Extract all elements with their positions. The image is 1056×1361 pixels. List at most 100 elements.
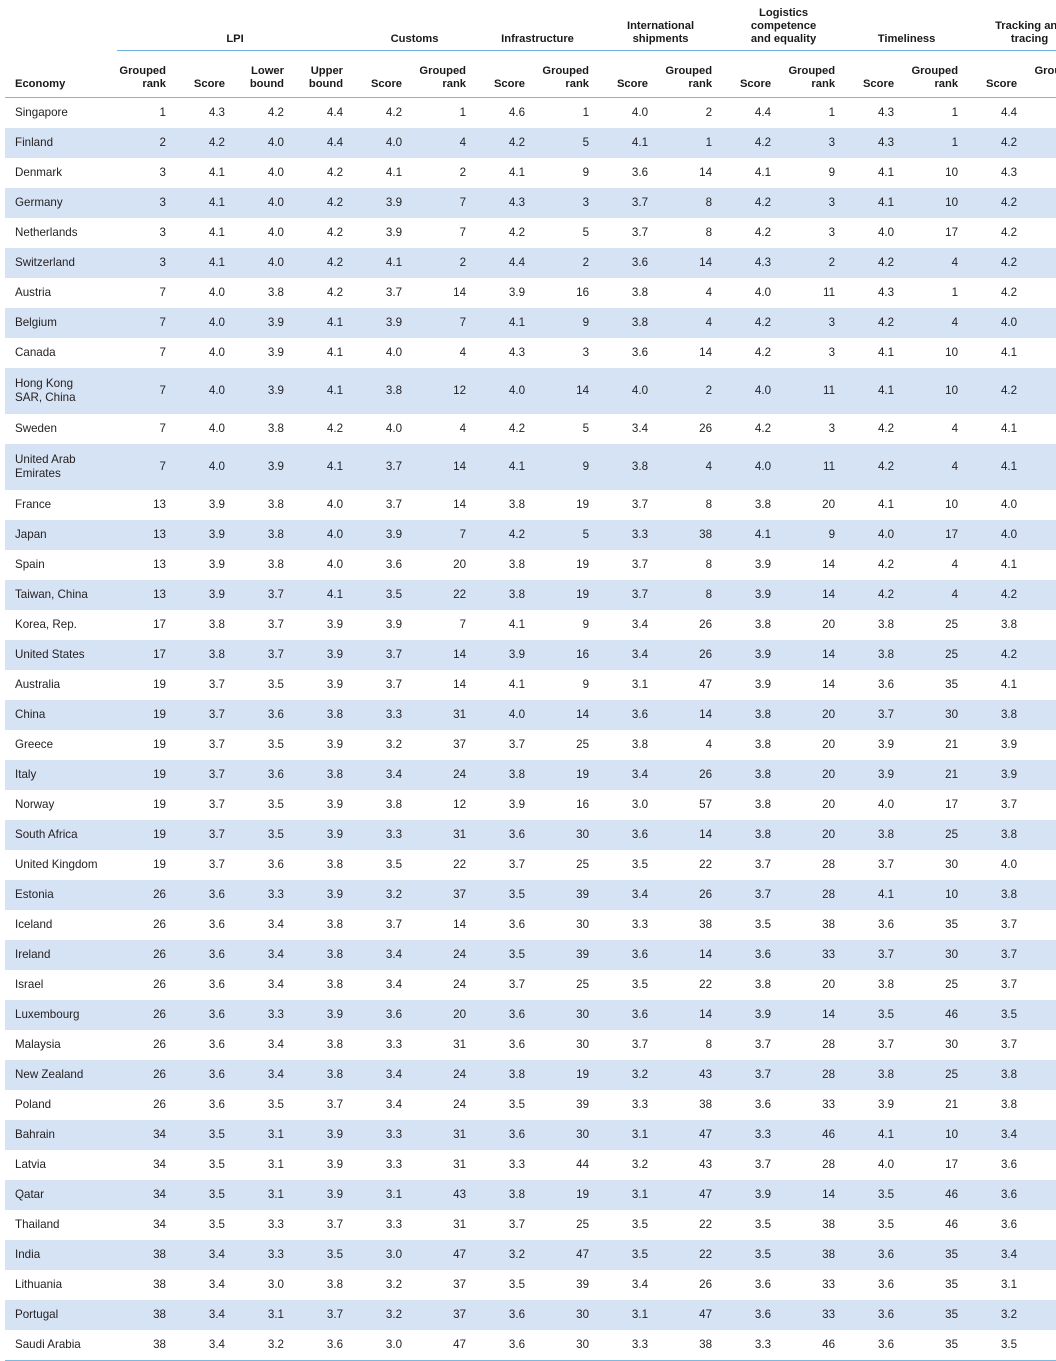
cell-value: 1	[658, 128, 723, 158]
cell-value: 8	[658, 580, 723, 610]
cell-value: 4.1	[294, 368, 354, 414]
cell-value: 43	[658, 1060, 723, 1090]
cell-value: 3.9	[176, 520, 235, 550]
cell-value: 4.2	[722, 308, 782, 338]
cell-value: 26	[153, 978, 166, 991]
cell-value: 4.2	[845, 444, 905, 490]
cell-value: 14	[412, 444, 477, 490]
cell-value: 4.4	[476, 248, 536, 278]
cell-value: 54	[1027, 1300, 1056, 1330]
cell-value: 3.8	[326, 918, 344, 931]
cell-value: 43	[699, 1158, 713, 1171]
cell-value: 4.0	[631, 106, 649, 119]
cell-economy: Canada	[5, 338, 117, 368]
cell-value: 3.1	[631, 678, 649, 691]
cell-value: 14	[658, 940, 723, 970]
cell-value: 3.3	[353, 820, 413, 850]
cell-value: 19	[117, 760, 176, 790]
cell-value: 3.9	[208, 558, 225, 571]
economy-name-line: Spain	[15, 558, 45, 571]
cell-value: 3.7	[508, 978, 526, 991]
cell-value: 3.7	[508, 738, 526, 751]
cell-value: 30	[535, 1000, 600, 1030]
cell-value: 3.5	[508, 1278, 526, 1291]
cell-value: 14	[822, 558, 836, 571]
table-row: Canada 7 4.0 3.9 4.1 4.0 4 4.3 3 3.6 14 4.2 3 4.1 10 4.…	[5, 338, 1056, 368]
cell-value: 3.8	[267, 422, 284, 435]
cell-value: 4.0	[722, 444, 782, 490]
cell-value: 10	[904, 188, 969, 218]
table-row: Greece 19 3.7 3.5 3.9 3.2 37 3.7 25 3.8 4 3.8 20 3.9 2…	[5, 730, 1056, 760]
cell-value: 3.6	[235, 760, 294, 790]
cell-value: 3.9	[294, 880, 354, 910]
group-header-logistics-competence: Logistics competence and equality	[722, 0, 846, 51]
cell-value: 4.0	[385, 346, 403, 359]
cell-value: 3.8	[326, 978, 344, 991]
cell-value: 30	[535, 1300, 600, 1330]
cell-value: 16	[576, 798, 590, 811]
cell-value: 3.9	[968, 760, 1028, 790]
column-header-infrastructure-grouped-rank-line1: Grouped	[542, 65, 590, 77]
column-header-logistics-competence-grouped-rank: Grouped rank	[781, 50, 846, 98]
cell-value: 3.4	[631, 1278, 649, 1291]
cell-value: 4.0	[722, 368, 782, 414]
cell-value: 3.5	[176, 1120, 235, 1150]
cell-value: 3.4	[968, 1240, 1028, 1270]
cell-value: 3.6	[631, 346, 649, 359]
cell-value: 3.7	[385, 498, 403, 511]
cell-value: 3.0	[353, 1240, 413, 1270]
cell-value: 5	[535, 128, 600, 158]
table-row: Norway 19 3.7 3.5 3.9 3.8 12 3.9 16 3.0 57 3.8 20 4.0…	[5, 790, 1056, 820]
cell-value: 20	[1027, 760, 1056, 790]
cell-value: 14	[781, 640, 846, 670]
cell-value: 4	[904, 444, 969, 490]
cell-value: 17	[117, 640, 176, 670]
cell-value: 26	[117, 1060, 176, 1090]
cell-value: 3.5	[267, 798, 284, 811]
cell-value: 4.0	[877, 226, 895, 239]
cell-value: 4.1	[722, 520, 782, 550]
cell-value: 3.9	[508, 286, 526, 299]
cell-value: 3.3	[235, 1240, 294, 1270]
cell-value: 20	[822, 618, 836, 631]
cell-value: 3.7	[294, 1300, 354, 1330]
cell-value: 8	[705, 1038, 713, 1051]
cell-value: 4	[904, 248, 969, 278]
cell-value: 3.1	[1000, 1278, 1018, 1291]
cell-value: 4.1	[1000, 346, 1018, 359]
cell-value: 30	[576, 1038, 590, 1051]
cell-value: 3.9	[385, 226, 403, 239]
cell-value: 3.3	[631, 918, 649, 931]
table-row: Estonia 26 3.6 3.3 3.9 3.2 37 3.5 39 3.4 26 3.7 28 4.…	[5, 880, 1056, 910]
cell-value: 11	[823, 286, 836, 299]
cell-value: 4.0	[235, 188, 294, 218]
cell-value: 3.9	[294, 1000, 354, 1030]
group-header-customs: Customs	[353, 0, 477, 51]
cell-value: 38	[153, 1278, 166, 1291]
cell-value: 28	[822, 858, 836, 871]
cell-value: 3.8	[476, 580, 536, 610]
cell-value: 4.1	[968, 444, 1028, 490]
cell-value: 3.7	[631, 558, 649, 571]
cell-value: 3.8	[353, 368, 413, 414]
cell-value: 21	[945, 738, 959, 751]
cell-economy: Switzerland	[5, 248, 117, 278]
cell-value: 19	[153, 858, 166, 871]
cell-value: 4	[904, 580, 969, 610]
economy-name-line: United Arab	[15, 453, 76, 466]
cell-value: 3.5	[267, 678, 284, 691]
cell-value: 3.7	[1000, 1038, 1018, 1051]
cell-value: 3.4	[176, 1300, 235, 1330]
cell-value: 4.1	[208, 226, 225, 239]
cell-value: 4.2	[845, 580, 905, 610]
cell-value: 33	[781, 1300, 846, 1330]
economy-name-line: Switzerland	[15, 256, 75, 269]
cell-value: 3.9	[1000, 738, 1018, 751]
cell-value: 47	[658, 1120, 723, 1150]
cell-value: 47	[658, 1300, 723, 1330]
cell-value: 37	[453, 738, 467, 751]
cell-value: 3.7	[208, 678, 225, 691]
cell-value: 3	[781, 128, 846, 158]
cell-value: 19	[535, 760, 600, 790]
cell-value: 7	[412, 520, 477, 550]
